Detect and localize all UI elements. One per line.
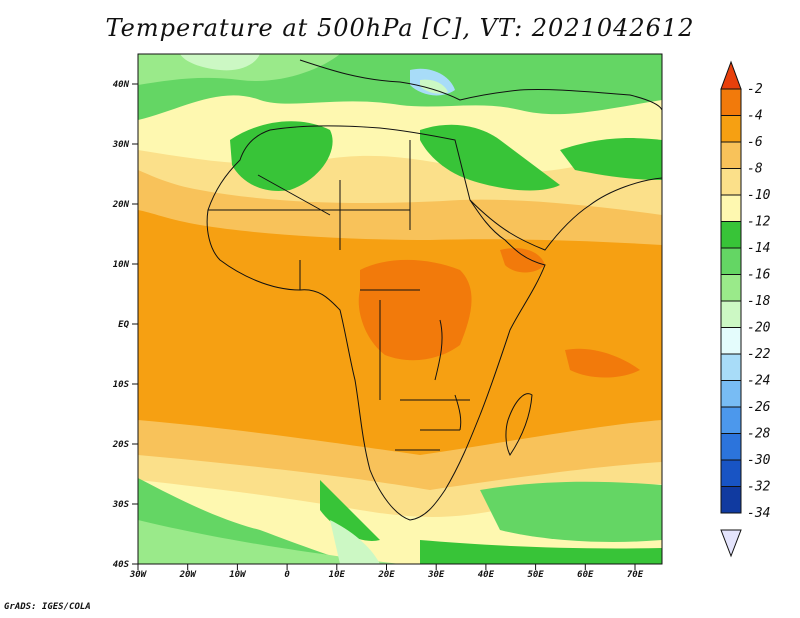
lon-labels: 30W 20W 10W 0 10E 20E 30E 40E 50E 60E 70… — [129, 570, 644, 580]
coastline-overlay — [206, 59, 662, 521]
colorbar-cell — [720, 247, 742, 275]
colorbar-level-label: -34 — [747, 506, 770, 521]
colorbar-level-label: -2 — [747, 82, 763, 97]
colorbar-cell — [720, 406, 742, 434]
colorbar-cell — [720, 168, 742, 196]
colorbar-cell — [720, 221, 742, 249]
colorbar-cell — [720, 486, 742, 514]
lon-label: 10E — [329, 570, 346, 580]
colorbar-labels: -2 -4 -6 -8 -10 -12 -14 -16 -18 -20 -22 -24 -26 -28 -3… — [747, 82, 771, 521]
colorbar-level-label: -6 — [747, 135, 763, 150]
colorbar-cells — [720, 88, 742, 514]
colorbar-cell — [720, 459, 742, 487]
colorbar: -2 -4 -6 -8 -10 -12 -14 -16 -18 -20 -22 -24 -26 -28 -3… — [720, 60, 771, 558]
lat-label: 30N — [112, 140, 130, 150]
colorbar-level-label: -28 — [747, 427, 771, 442]
lat-label: 40N — [113, 80, 130, 90]
colorbar-cell — [720, 327, 742, 355]
map-frame — [137, 53, 663, 565]
colorbar-cell — [720, 194, 742, 222]
lat-labels: 40N 30N 20N 10N EQ 10S 20S 30S 40S — [112, 80, 130, 570]
colorbar-cell — [720, 274, 742, 302]
colorbar-cell — [720, 88, 742, 116]
colorbar-level-label: -16 — [747, 268, 771, 283]
colorbar-level-label: -4 — [747, 109, 763, 124]
lon-label: 60E — [577, 570, 594, 580]
colorbar-cell — [720, 433, 742, 461]
lon-label: 70E — [627, 570, 644, 580]
colorbar-level-label: -18 — [747, 294, 771, 309]
colorbar-top-arrow — [720, 60, 742, 90]
lat-label: 10N — [113, 260, 130, 270]
axis-ticks — [132, 83, 636, 570]
lat-label: 20N — [112, 200, 130, 210]
colorbar-level-label: -30 — [747, 453, 771, 468]
lon-label: 30E — [427, 570, 445, 580]
temperature-field — [138, 54, 662, 564]
lon-label: 20E — [377, 570, 395, 580]
lon-label: 30W — [129, 570, 148, 580]
lat-label: 20S — [112, 440, 130, 450]
lon-label: 10W — [229, 570, 247, 580]
lon-label: 50E — [527, 570, 544, 580]
lat-label: 30S — [112, 500, 130, 510]
map-title: Temperature at 500hPa [C], VT: 202104261… — [105, 14, 695, 42]
lat-label: EQ — [118, 320, 129, 330]
colorbar-cell — [720, 141, 742, 169]
colorbar-bottom-arrow — [720, 529, 742, 558]
colorbar-level-label: -12 — [747, 215, 771, 230]
lon-label: 20W — [179, 570, 198, 580]
grads-credit: GrADS: IGES/COLA — [4, 602, 91, 612]
lon-label: 40E — [478, 570, 495, 580]
colorbar-level-label: -24 — [747, 374, 770, 389]
colorbar-level-label: -10 — [747, 188, 771, 203]
colorbar-level-label: -14 — [747, 241, 770, 256]
colorbar-level-label: -20 — [747, 321, 771, 336]
colorbar-cell — [720, 380, 742, 408]
lat-label: 10S — [113, 380, 130, 390]
colorbar-cell — [720, 115, 742, 143]
lon-label: 0 — [284, 570, 290, 580]
colorbar-level-label: -8 — [747, 162, 763, 177]
colorbar-level-label: -22 — [747, 347, 771, 362]
lat-label: 40S — [113, 560, 130, 570]
colorbar-level-label: -26 — [747, 400, 771, 415]
colorbar-level-label: -32 — [747, 480, 771, 495]
colorbar-cell — [720, 300, 742, 328]
colorbar-cell — [720, 353, 742, 381]
